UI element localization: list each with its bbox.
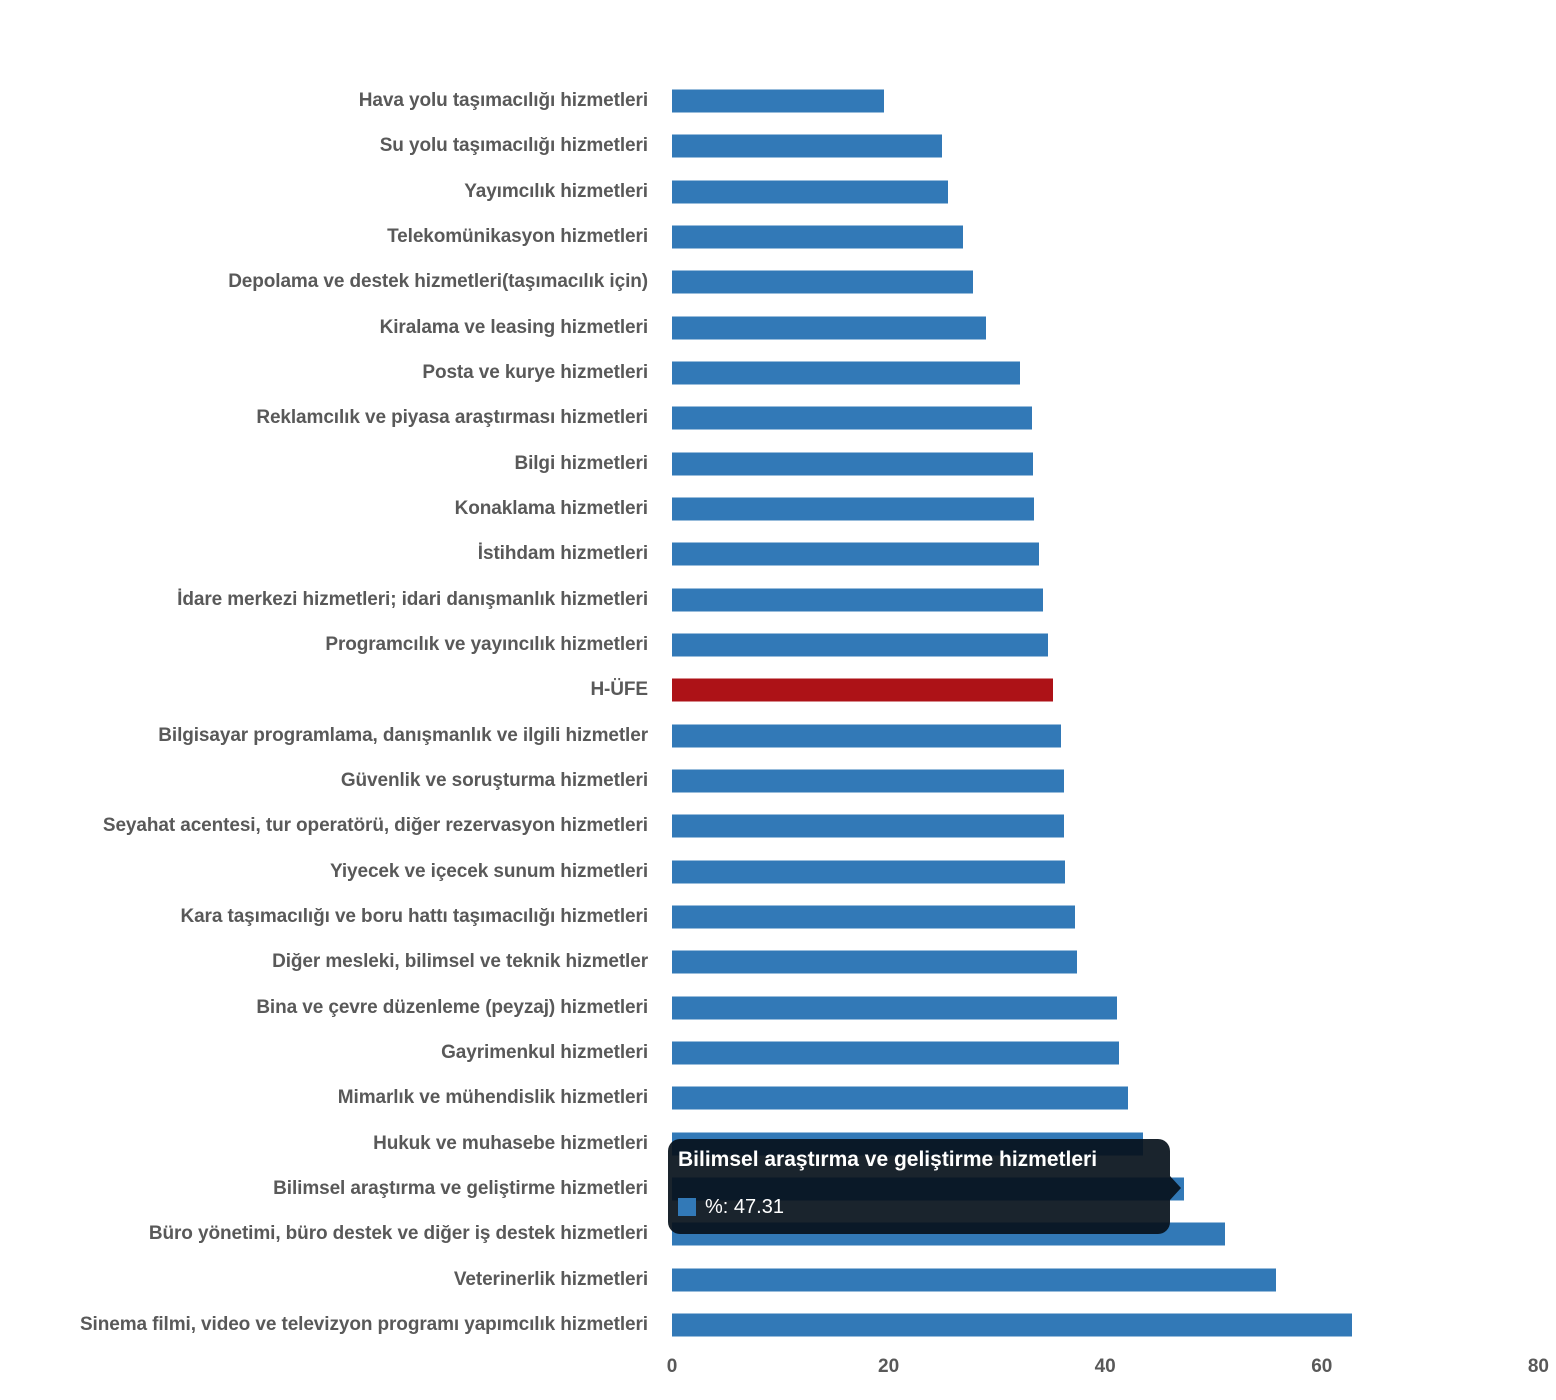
category-label: Depolama ve destek hizmetleri(taşımacılı… [228, 271, 648, 293]
category-label: Mimarlık ve mühendislik hizmetleri [337, 1087, 648, 1109]
category-label: Bilgisayar programlama, danışmanlık ve i… [158, 724, 648, 746]
category-label: Programcılık ve yayıncılık hizmetleri [325, 633, 648, 655]
bar-hufe[interactable] [672, 678, 1054, 702]
bar[interactable] [672, 588, 1044, 612]
bar[interactable] [672, 814, 1065, 838]
bar[interactable] [672, 89, 885, 113]
x-axis-tick-label: 40 [1094, 1356, 1116, 1377]
bar[interactable] [672, 316, 987, 340]
x-axis-tick-label: 20 [878, 1356, 900, 1377]
category-label: Gayrimenkul hizmetleri [441, 1041, 648, 1063]
category-label: Seyahat acentesi, tur operatörü, diğer r… [102, 815, 648, 837]
category-label: Reklamcılık ve piyasa araştırması hizmet… [256, 407, 648, 429]
category-label: Bina ve çevre düzenleme (peyzaj) hizmetl… [256, 996, 648, 1018]
x-axis-tick-label: 60 [1311, 1356, 1333, 1377]
x-axis-tick-label: 80 [1527, 1356, 1549, 1377]
category-label: Büro yönetimi, büro destek ve diğer iş d… [148, 1223, 648, 1245]
bar[interactable] [672, 633, 1048, 657]
category-label: Sinema filmi, video ve televizyon progra… [79, 1313, 648, 1335]
bar[interactable] [672, 996, 1118, 1020]
bar[interactable] [672, 905, 1075, 929]
category-label: Hukuk ve muhasebe hizmetleri [373, 1132, 648, 1154]
category-label: İdare merkezi hizmetleri; idari danışman… [177, 588, 648, 610]
bar[interactable] [672, 361, 1020, 385]
category-label: Posta ve kurye hizmetleri [422, 361, 648, 383]
bar[interactable] [672, 406, 1032, 430]
category-label: Su yolu taşımacılığı hizmetleri [379, 135, 648, 157]
bar[interactable] [672, 1268, 1277, 1292]
bar[interactable] [672, 180, 949, 204]
category-label: Güvenlik ve soruşturma hizmetleri [340, 769, 648, 791]
category-label: Kara taşımacılığı ve boru hattı taşımacı… [180, 905, 648, 927]
bar[interactable] [672, 225, 964, 249]
category-label: Diğer mesleki, bilimsel ve teknik hizmet… [272, 951, 648, 973]
category-label: Telekomünikasyon hizmetleri [387, 225, 648, 247]
category-label: Bilimsel araştırma ve geliştirme hizmetl… [273, 1177, 648, 1199]
tooltip: Bilimsel araştırma ve geliştirme hizmetl… [668, 1139, 1170, 1234]
bar[interactable] [672, 542, 1040, 566]
bar[interactable] [672, 134, 942, 158]
category-label: Kiralama ve leasing hizmetleri [379, 316, 649, 338]
x-axis-tick-label: 0 [666, 1356, 678, 1377]
category-label: Yiyecek ve içecek sunum hizmetleri [329, 860, 648, 882]
bar[interactable] [672, 724, 1061, 748]
category-label: Konaklama hizmetleri [454, 497, 648, 519]
category-label: Yayımcılık hizmetleri [464, 180, 648, 202]
bar[interactable] [672, 769, 1065, 793]
tooltip-title: Bilimsel araştırma ve geliştirme hizmetl… [678, 1148, 1098, 1171]
category-label: Hava yolu taşımacılığı hizmetleri [358, 90, 648, 111]
series-marker-icon [678, 1198, 696, 1216]
bar[interactable] [672, 1313, 1353, 1337]
tooltip-value-row: %: 47.31 [678, 1196, 1170, 1218]
bar[interactable] [672, 860, 1066, 884]
tooltip-callout-arrow-icon [1170, 1176, 1181, 1200]
bar[interactable] [672, 497, 1034, 521]
bar[interactable] [672, 452, 1033, 476]
bar[interactable] [672, 950, 1078, 974]
bar[interactable] [672, 270, 974, 294]
category-label: İstihdam hizmetleri [477, 543, 648, 565]
category-label: Veterinerlik hizmetleri [453, 1268, 648, 1290]
bar[interactable] [672, 1041, 1120, 1065]
bar[interactable] [672, 1086, 1128, 1110]
tooltip-value: %: 47.31 [705, 1196, 784, 1218]
category-label: Bilgi hizmetleri [514, 452, 648, 474]
category-label: H-ÜFE [590, 679, 648, 701]
